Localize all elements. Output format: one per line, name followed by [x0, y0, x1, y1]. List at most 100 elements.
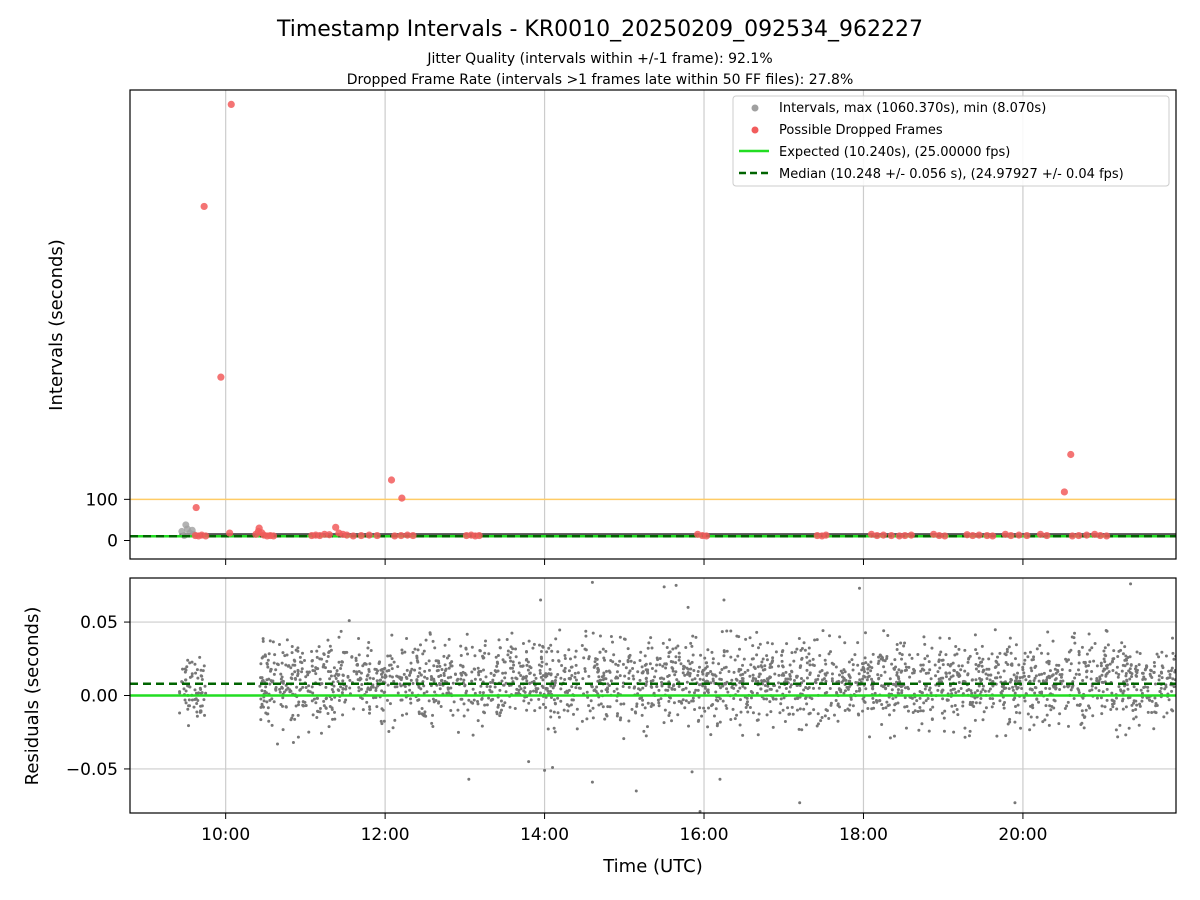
dropped-frame-point-55	[930, 530, 938, 538]
residual-point-2476	[318, 707, 322, 711]
residual-point-1546	[501, 671, 505, 675]
residual-point-2639	[427, 668, 431, 672]
dropped-frame-point-26	[325, 531, 333, 539]
residual-point-1112	[574, 686, 578, 690]
residual-point-1265	[459, 653, 463, 657]
residual-point-358	[1122, 689, 1126, 693]
residual-point-2360	[673, 688, 677, 692]
residual-point-1739	[1103, 646, 1107, 650]
residual-point-2270	[340, 660, 344, 664]
residual-point-150	[388, 674, 392, 678]
residual-point-340	[284, 688, 288, 692]
residual-point-1348	[1088, 660, 1092, 664]
residual-point-965	[690, 660, 694, 664]
residual-point-2081	[423, 675, 427, 679]
residual-point-1805	[601, 705, 605, 709]
residual-point-628	[931, 705, 935, 709]
residual-point-1146	[651, 679, 655, 683]
residual-point-2427	[650, 666, 654, 670]
dropped-frame-point-33	[373, 531, 381, 540]
residual-point-1566	[952, 710, 956, 714]
residual-point-2538	[694, 635, 698, 639]
residual-point-127	[896, 688, 900, 692]
residual-point-2502	[942, 716, 946, 720]
residual-point-379	[1009, 651, 1013, 655]
residual-point-1313	[790, 705, 794, 709]
dropped-frame-point-47	[822, 531, 830, 539]
residual-point-2016	[797, 636, 801, 640]
residual-point-926	[973, 718, 977, 722]
residual-point-1688	[709, 681, 713, 685]
residual-point-1114	[898, 651, 902, 655]
residual-point-556	[716, 699, 720, 703]
residual-point-543	[948, 677, 952, 681]
residual-point-2324	[312, 697, 316, 701]
residual-point-624	[755, 691, 759, 695]
residual-point-2580	[769, 687, 773, 691]
residual-point-1734	[781, 708, 785, 712]
residual-point-2666	[1157, 674, 1161, 678]
residual-point-2299	[705, 661, 709, 665]
residual-point-384	[961, 700, 965, 704]
residual-point-1392	[827, 652, 831, 656]
residual-point-2289	[609, 659, 613, 663]
residual-point-2292	[979, 690, 983, 694]
residual-point-98	[472, 698, 476, 702]
residual-point-1437	[1006, 722, 1010, 726]
residual-point-2207	[293, 659, 297, 663]
residual-point-295	[509, 659, 513, 663]
residual-point-223	[329, 670, 333, 674]
residual-point-2575	[1080, 709, 1084, 713]
residual-point-2387	[392, 679, 396, 683]
residual-point-2061	[330, 697, 334, 701]
residual-point-2290	[609, 679, 613, 683]
residual-point-863	[324, 696, 328, 700]
residual-point-1568	[1111, 702, 1115, 706]
residual-point-1533	[644, 676, 648, 680]
residual-point-2220	[872, 701, 876, 705]
residual-point-20	[184, 701, 188, 705]
residual-point-1678	[1111, 657, 1115, 661]
residual-point-10	[199, 668, 203, 672]
residual-point-1594	[260, 676, 264, 680]
residual-point-1898	[746, 710, 750, 714]
residual-point-2428	[1089, 677, 1093, 681]
residual-point-1784	[615, 670, 619, 674]
residual-point-967	[1170, 689, 1174, 693]
residual-point-2661	[894, 702, 898, 706]
residual-point-185	[1172, 685, 1176, 689]
residual-point-1433	[711, 677, 715, 681]
residual-point-983	[268, 669, 272, 673]
residual-point-208	[876, 673, 880, 677]
residual-point-924	[1037, 673, 1041, 677]
residual-point-2434	[274, 686, 278, 690]
residual-point-2501	[510, 666, 514, 670]
residual-point-1201	[884, 706, 888, 710]
residual-point-1142	[929, 691, 933, 695]
residual-point-2637	[780, 673, 784, 677]
dropped-frame-point-5	[1067, 450, 1075, 459]
residual-point-615	[657, 688, 661, 692]
residual-point-1992	[491, 697, 495, 701]
residual-point-2373	[463, 684, 467, 688]
residual-point-2585	[566, 691, 570, 695]
residual-point-1222	[1127, 726, 1131, 730]
residual-point-1847	[423, 669, 427, 673]
residual-point-2099	[437, 700, 441, 704]
residual-point-1902	[1052, 706, 1056, 710]
residual-point-1026	[400, 648, 404, 652]
residual-point-397	[1066, 724, 1070, 728]
residual-point-2614	[808, 663, 812, 667]
residual-point-617	[503, 671, 507, 675]
residual-point-2388	[1128, 670, 1132, 674]
residual-point-430	[1108, 662, 1112, 666]
dropped-frame-point-48	[867, 530, 876, 538]
residual-point-1158	[1114, 671, 1118, 675]
residual-point-667	[361, 708, 365, 712]
residual-point-168	[322, 699, 326, 703]
residual-point-848	[1154, 682, 1158, 686]
residual-point-2240	[974, 662, 978, 666]
legend-marker-dropped	[751, 126, 759, 134]
residual-point-90	[830, 677, 834, 681]
residual-point-2013	[644, 734, 648, 738]
